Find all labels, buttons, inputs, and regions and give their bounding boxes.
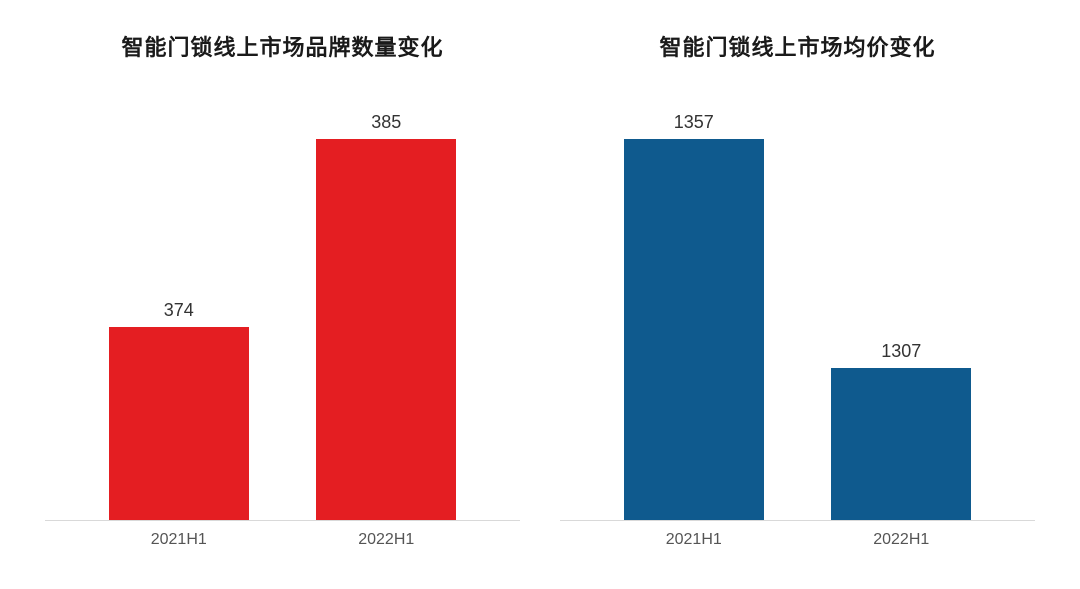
left-bar-0 (109, 327, 249, 520)
right-chart-panel: 智能门锁线上市场均价变化 1357 1307 2021H1 2022H1 (560, 30, 1035, 549)
left-plot-wrap: 374 385 2021H1 2022H1 (45, 72, 520, 549)
right-bar-group-1: 1307 (818, 72, 984, 520)
left-bar-value-1: 385 (371, 112, 401, 133)
left-x-axis: 2021H1 2022H1 (45, 521, 520, 549)
left-bar-value-0: 374 (164, 300, 194, 321)
right-plot-area: 1357 1307 (560, 72, 1035, 521)
right-bar-value-1: 1307 (881, 341, 921, 362)
right-x-axis: 2021H1 2022H1 (560, 521, 1035, 549)
left-bar-group-1: 385 (303, 72, 469, 520)
right-plot-wrap: 1357 1307 2021H1 2022H1 (560, 72, 1035, 549)
left-chart-title: 智能门锁线上市场品牌数量变化 (45, 30, 520, 62)
left-plot-area: 374 385 (45, 72, 520, 521)
left-x-label-0: 2021H1 (96, 531, 262, 549)
right-x-label-0: 2021H1 (611, 531, 777, 549)
left-x-label-1: 2022H1 (303, 531, 469, 549)
right-x-label-1: 2022H1 (818, 531, 984, 549)
right-bar-0 (624, 139, 764, 520)
left-chart-panel: 智能门锁线上市场品牌数量变化 374 385 2021H1 2022H1 (45, 30, 520, 549)
left-bar-1 (316, 139, 456, 520)
left-bar-group-0: 374 (96, 72, 262, 520)
right-bar-value-0: 1357 (674, 112, 714, 133)
right-bar-1 (831, 368, 971, 520)
right-bar-group-0: 1357 (611, 72, 777, 520)
right-chart-title: 智能门锁线上市场均价变化 (560, 30, 1035, 62)
